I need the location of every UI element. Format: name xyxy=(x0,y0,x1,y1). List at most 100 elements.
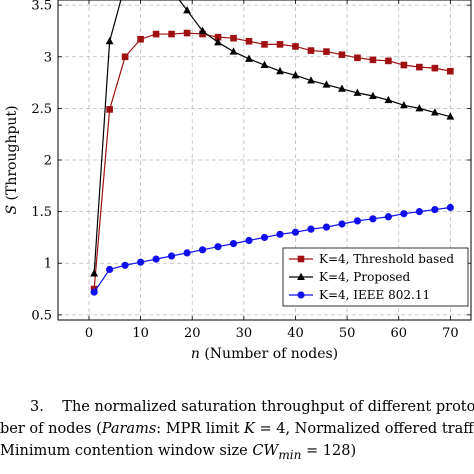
legend-label: K=4, IEEE 802.11 xyxy=(319,288,430,302)
y-tick-label: 2.5 xyxy=(31,102,52,117)
data-point xyxy=(322,80,331,88)
data-point xyxy=(276,66,284,75)
legend-entry: K=4, IEEE 802.11 xyxy=(289,288,430,302)
data-point xyxy=(400,61,408,69)
data-point xyxy=(338,220,346,228)
data-point xyxy=(260,233,269,242)
x-tick-label: 60 xyxy=(390,326,407,341)
data-point xyxy=(416,63,423,71)
x-axis-var: n xyxy=(191,346,200,362)
x-tick-label: 30 xyxy=(236,326,253,341)
data-point xyxy=(430,108,439,116)
legend: K=4, Threshold based K=4, Proposed K=4, IE… xyxy=(282,247,469,307)
data-point xyxy=(199,30,206,38)
caption-line-2-b: : MPR limit xyxy=(156,421,245,437)
y-axis-var: S xyxy=(4,205,20,215)
caption-line-2-c: = 4, Normalized offered traff xyxy=(254,421,474,437)
data-point xyxy=(198,26,207,34)
series-triangle xyxy=(90,0,455,277)
data-point xyxy=(137,258,145,266)
series-square xyxy=(90,29,454,293)
x-axis-text: (Number of nodes) xyxy=(200,346,338,362)
data-point xyxy=(245,37,253,45)
data-point xyxy=(152,255,160,263)
data-point xyxy=(323,48,330,55)
data-point xyxy=(431,205,439,214)
y-axis-text: (Throughput) xyxy=(4,105,20,204)
x-tick-label: 20 xyxy=(184,326,201,341)
caption-line-1-text: The normalized saturation throughput of … xyxy=(62,399,474,415)
data-point xyxy=(307,47,315,54)
data-point xyxy=(292,43,299,50)
data-point xyxy=(447,67,454,75)
data-point xyxy=(121,53,129,61)
data-point xyxy=(399,100,408,109)
data-point xyxy=(384,213,392,221)
y-axis-label: S (Throughput) xyxy=(4,105,20,214)
data-point xyxy=(229,47,238,55)
legend-box xyxy=(282,247,469,307)
data-point xyxy=(261,41,268,48)
data-point xyxy=(369,215,377,223)
data-point xyxy=(291,228,300,236)
data-point xyxy=(291,71,300,79)
data-point xyxy=(137,35,144,43)
data-point xyxy=(338,84,346,92)
data-point xyxy=(121,261,129,269)
data-point xyxy=(167,252,176,260)
data-point xyxy=(198,246,207,254)
caption-line-3-b: = 128) xyxy=(301,443,357,459)
data-point xyxy=(90,269,99,277)
data-point xyxy=(183,29,191,37)
legend-label: K=4, Threshold based xyxy=(319,252,454,266)
data-point xyxy=(415,104,424,112)
legend-entry: K=4, Proposed xyxy=(289,270,410,284)
y-tick-label: 2 xyxy=(44,154,52,169)
data-point xyxy=(415,208,423,216)
data-point xyxy=(152,30,160,38)
data-point xyxy=(385,57,392,65)
data-point xyxy=(260,60,269,69)
caption-line-1: 3. The normalized saturation throughput … xyxy=(0,396,474,418)
data-point xyxy=(106,265,114,274)
figure-caption: 3. The normalized saturation throughput … xyxy=(0,396,474,466)
legend-marker xyxy=(297,272,305,280)
x-tick-label: 50 xyxy=(339,326,356,341)
data-point xyxy=(214,38,222,46)
data-point xyxy=(446,112,455,120)
caption-figure-number: 3. xyxy=(30,399,44,415)
caption-cw-min: min xyxy=(278,447,302,462)
data-point xyxy=(230,34,237,42)
data-point xyxy=(446,203,454,212)
legend-marker xyxy=(297,291,305,299)
y-tick-label: 0.5 xyxy=(31,308,52,323)
data-point xyxy=(214,33,222,41)
data-point xyxy=(353,217,362,225)
x-axis-label: n (Number of nodes) xyxy=(191,346,338,362)
x-tick-label: 10 xyxy=(132,326,149,341)
data-point xyxy=(338,51,346,59)
data-point xyxy=(307,225,315,233)
data-point xyxy=(245,54,253,62)
data-point xyxy=(168,30,175,38)
data-point xyxy=(322,223,331,231)
throughput-chart: 0 10 20 30 40 50 60 70 0.5 1 1.5 2 2.5 3 3.5 n (Number… xyxy=(4,0,472,362)
data-point xyxy=(106,106,113,113)
caption-line-2: ber of nodes (Params: MPR limit K = 4, N… xyxy=(0,418,474,440)
data-point xyxy=(369,56,377,64)
data-point xyxy=(384,95,393,104)
y-tick-label: 1 xyxy=(44,257,52,272)
data-point xyxy=(183,249,191,257)
data-point xyxy=(276,230,284,238)
y-tick-label: 3 xyxy=(44,50,52,65)
caption-k: K xyxy=(244,421,255,437)
series-circle xyxy=(90,203,454,296)
data-point xyxy=(229,240,238,248)
data-point xyxy=(105,36,114,45)
ticks: 0 10 20 30 40 50 60 70 0.5 1 1.5 2 2.5 3 3.5 xyxy=(31,0,471,341)
x-tick-label: 70 xyxy=(442,326,459,341)
series-layer xyxy=(90,0,455,296)
data-point xyxy=(400,210,408,218)
x-tick-label: 40 xyxy=(287,326,304,341)
legend-entry: K=4, Threshold based xyxy=(289,252,454,266)
